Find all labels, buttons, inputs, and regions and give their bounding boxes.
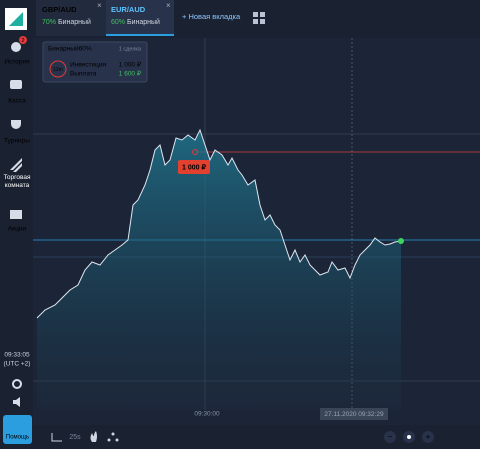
- timeframe[interactable]: 25s: [69, 434, 81, 441]
- timer: 12m: [53, 67, 63, 73]
- tab-close[interactable]: ×: [166, 1, 171, 10]
- card-row-label: Выплата: [70, 71, 97, 78]
- grid-icon[interactable]: [253, 12, 265, 24]
- timezone: (UTC +2): [4, 361, 31, 368]
- nav-item[interactable]: Касса: [8, 98, 26, 105]
- tab-pair: EUR/AUD: [111, 5, 146, 14]
- cursor-tag: [320, 408, 388, 420]
- tab-percent: 70%: [42, 19, 56, 26]
- tab-mode: Бинарный: [58, 18, 91, 26]
- badge-count: 2: [21, 38, 24, 44]
- new-tab[interactable]: + Новая вкладка: [182, 12, 241, 21]
- badge: [19, 36, 27, 44]
- timer-ring: [49, 60, 67, 78]
- zoom-controls[interactable]: − +: [384, 431, 434, 443]
- tab-active-bar: [106, 34, 174, 36]
- nav-item[interactable]: История: [4, 59, 30, 66]
- current-point: [398, 238, 404, 244]
- tab-close[interactable]: ×: [97, 1, 102, 10]
- sound-icon[interactable]: [13, 397, 20, 407]
- help-button[interactable]: [3, 415, 32, 444]
- chart-type-btn[interactable]: [51, 433, 62, 442]
- price-area: [37, 130, 401, 410]
- card-deals: 1 сделка: [119, 46, 142, 52]
- tab[interactable]: [36, 0, 106, 36]
- svg-text:+: +: [426, 433, 431, 442]
- nav-item[interactable]: Акции: [8, 226, 27, 233]
- time-label: 09:30:00: [194, 411, 220, 418]
- nav-item[interactable]: Торговая комната: [3, 174, 31, 189]
- sidebar: [0, 0, 33, 449]
- tab[interactable]: [106, 0, 174, 36]
- indicators-btn[interactable]: [90, 431, 98, 442]
- bet-tag: [178, 160, 210, 174]
- card-row-label: Инвестиция: [70, 62, 106, 69]
- tab-percent: 60%: [111, 19, 125, 26]
- nav-item[interactable]: Турниры: [4, 138, 30, 145]
- drawings-btn[interactable]: [107, 432, 119, 442]
- settings-icon[interactable]: [12, 379, 22, 389]
- card-row-value: 1 000 ₽: [119, 61, 142, 69]
- logo-mark: [9, 12, 23, 26]
- trade-card[interactable]: [42, 41, 148, 83]
- clock: 09:33:05: [4, 352, 30, 359]
- tab-mode: Бинарный: [127, 18, 160, 26]
- price-line: [36, 128, 402, 319]
- cursor-label: 27.11.2020 09:32:29: [324, 411, 384, 418]
- card-title: Бинарный60%: [48, 45, 92, 53]
- help-label: Помощь: [6, 435, 29, 441]
- bet-label: 1 000 ₽: [182, 163, 206, 171]
- bet-point: [192, 149, 198, 155]
- svg-text:−: −: [388, 432, 393, 441]
- sidebar-icons: [10, 42, 22, 219]
- tab-pair: GBP/AUD: [42, 5, 77, 14]
- card-row-value: 1 600 ₽: [119, 70, 142, 78]
